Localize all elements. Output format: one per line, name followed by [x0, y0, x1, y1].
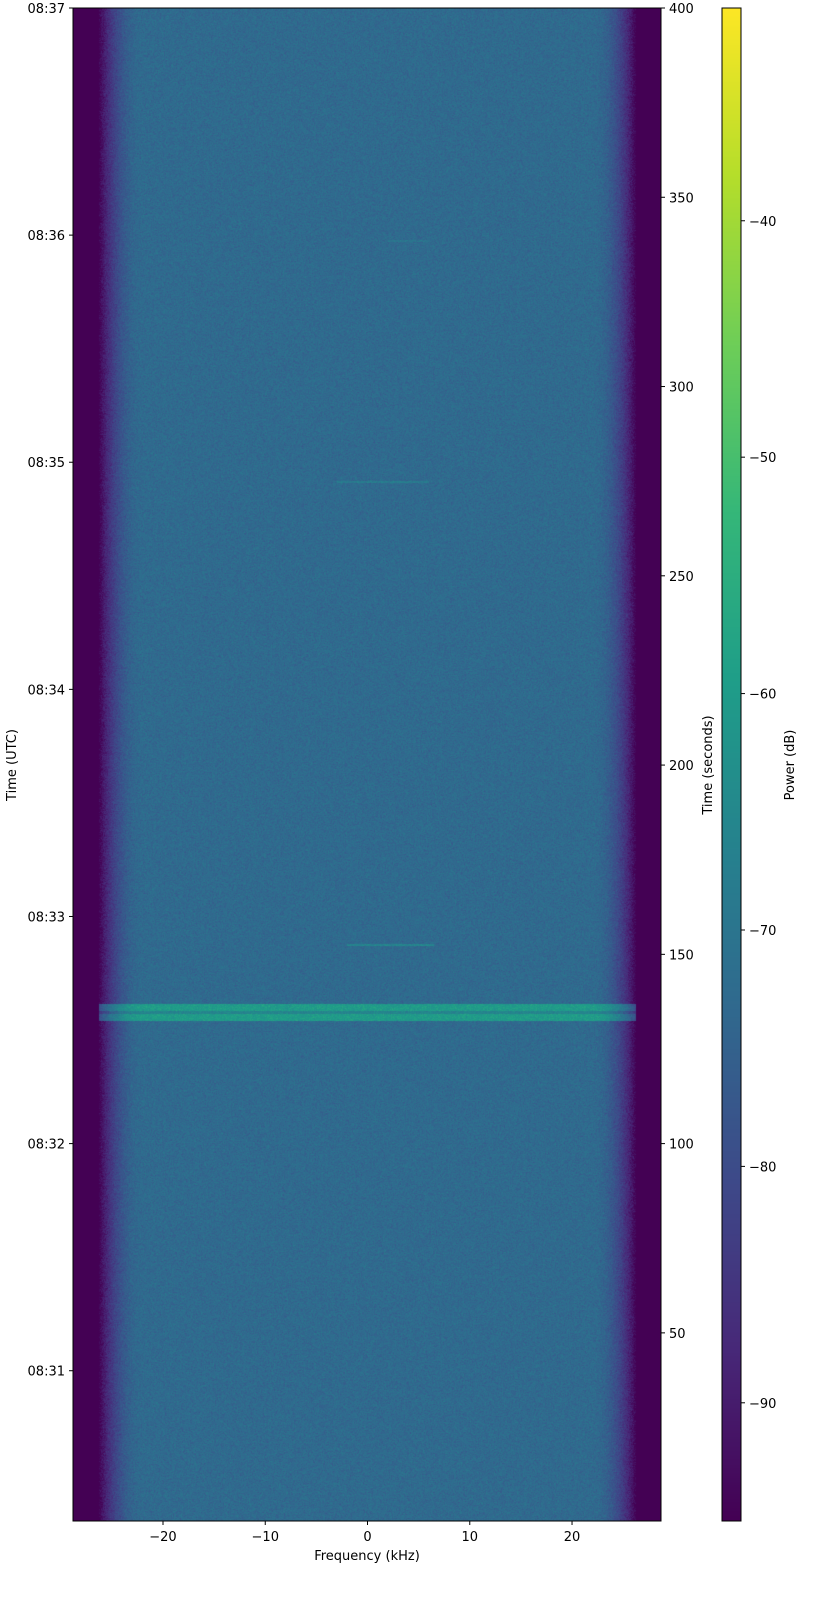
y-right-tick-label: 150 [669, 948, 694, 963]
x-tick-label: −10 [252, 1530, 279, 1545]
colorbar-tick-label: −60 [749, 688, 776, 703]
y-left-tick-label: 08:36 [28, 229, 65, 244]
y-right-tick-label: 50 [669, 1327, 686, 1342]
y-left-tick-label: 08:31 [28, 1365, 65, 1380]
y-right-tick-label: 400 [669, 2, 694, 17]
chart-axes: −20 −10 0 10 20 50 100 150 200 250 300 350 400 08:31 0… [0, 0, 832, 1603]
y-axis-left-label: Time (UTC) [5, 729, 20, 802]
y-right-tick-label: 300 [669, 381, 694, 396]
y-right-tick-label: 350 [669, 191, 694, 206]
y-left-tick-label: 08:35 [28, 456, 65, 471]
y-right-tick-label: 250 [669, 570, 694, 585]
colorbar-tick-label: −70 [749, 924, 776, 939]
plot-frame [73, 8, 661, 1521]
y-left-tick-label: 08:34 [28, 683, 65, 698]
y-left-tick-label: 08:32 [28, 1138, 65, 1153]
colorbar-tick-label: −80 [749, 1160, 776, 1175]
y-right-tick-label: 100 [669, 1138, 694, 1153]
x-tick-label: −20 [149, 1530, 176, 1545]
x-tick-label: 10 [461, 1530, 478, 1545]
colorbar-tick-label: −50 [749, 451, 776, 466]
colorbar-tick-label: −90 [749, 1397, 776, 1412]
y-right-tick-label: 200 [669, 759, 694, 774]
colorbar-tick-label: −40 [749, 215, 776, 230]
y-left-tick-label: 08:33 [28, 910, 65, 925]
x-tick-label: 20 [564, 1530, 581, 1545]
colorbar-frame [722, 8, 741, 1521]
y-axis-right-label: Time (seconds) [701, 715, 716, 815]
x-axis-label: Frequency (kHz) [314, 1549, 420, 1564]
y-left-tick-label: 08:37 [28, 2, 65, 17]
x-tick-label: 0 [363, 1530, 371, 1545]
colorbar-label: Power (dB) [783, 730, 798, 801]
